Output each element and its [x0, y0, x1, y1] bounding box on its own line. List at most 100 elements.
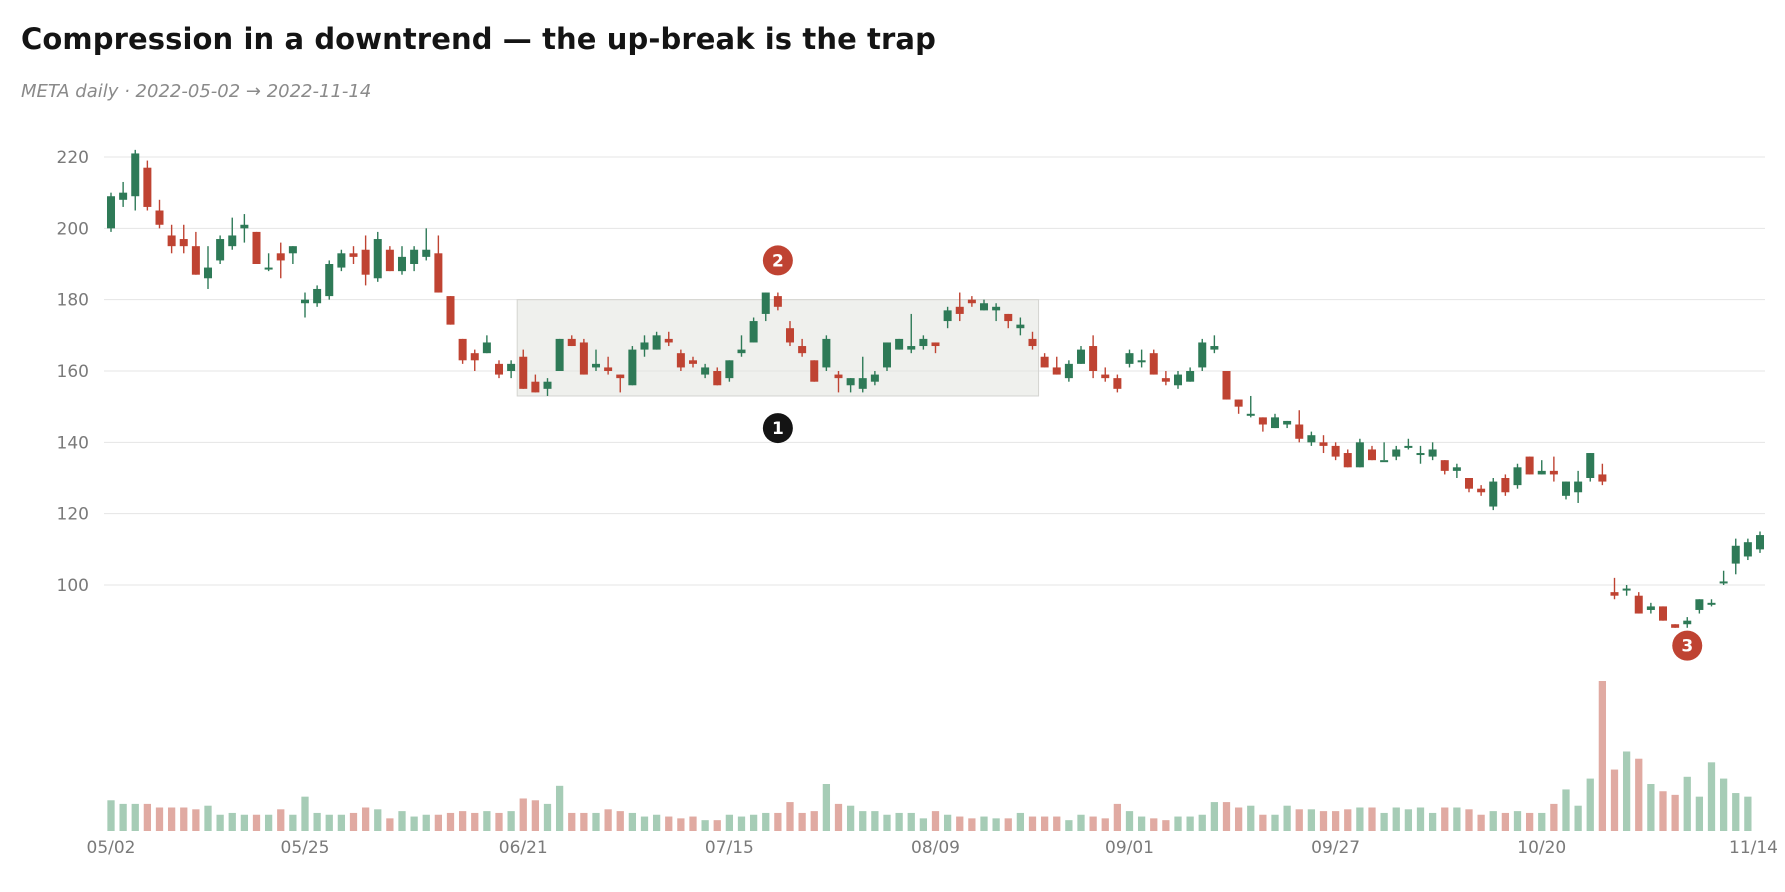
candle-body — [1137, 360, 1146, 363]
chart-subtitle: META daily · 2022-05-02 → 2022-11-14 — [21, 81, 372, 102]
candle-body — [422, 249, 431, 257]
volume-bar — [616, 811, 624, 831]
volume-bar — [277, 809, 285, 831]
candle-body — [1089, 346, 1098, 371]
volume-bar — [1707, 762, 1716, 831]
volume-bar — [1392, 807, 1400, 831]
volume-bar — [1186, 816, 1194, 831]
volume-bar — [1683, 776, 1691, 831]
candle-body — [410, 249, 419, 264]
candle-body — [1149, 353, 1158, 375]
volume-bar — [1247, 805, 1255, 831]
candle-body — [749, 321, 758, 343]
volume-bar — [1174, 816, 1182, 831]
candle-body — [919, 338, 928, 347]
volume-bar — [677, 818, 685, 831]
volume-bar — [471, 812, 479, 831]
candle-body — [652, 335, 661, 350]
x-tick-label: 06/21 — [499, 838, 548, 858]
volume-bar — [1319, 811, 1328, 831]
volume-bar — [701, 820, 709, 831]
candle-body — [1052, 367, 1061, 375]
volume-bar — [907, 812, 915, 831]
candle-body — [519, 356, 528, 389]
candle-body — [179, 239, 188, 247]
candle-body — [507, 363, 516, 371]
candle-body — [713, 371, 722, 386]
volume-bar — [871, 811, 879, 831]
volume-bar — [434, 814, 443, 831]
candle-body — [1452, 467, 1461, 471]
volume-bar — [531, 800, 540, 831]
volume-bar — [1562, 789, 1570, 831]
volume-bar — [301, 796, 309, 831]
candle-body — [1731, 545, 1740, 564]
candle-body — [252, 231, 261, 264]
x-tick-label: 10/20 — [1517, 838, 1566, 858]
volume-bar — [931, 811, 940, 831]
candle-body — [228, 235, 237, 247]
candle-body — [373, 239, 382, 279]
volume-bar — [507, 811, 515, 831]
volume-bar — [1428, 812, 1437, 831]
volume-bar — [1137, 816, 1146, 831]
annotation-label: 2 — [772, 251, 784, 271]
y-tick-label: 220 — [57, 148, 89, 168]
candle-body — [446, 296, 455, 325]
candle-body — [1222, 371, 1231, 400]
candle-body — [276, 253, 285, 261]
candle-body — [1125, 353, 1134, 364]
candle-body — [1380, 460, 1389, 463]
volume-bar — [956, 816, 964, 831]
candle-body — [1258, 417, 1267, 425]
volume-bar — [483, 811, 491, 831]
volume-bar — [349, 812, 358, 831]
candle-body — [1489, 481, 1498, 507]
volume-bar — [1162, 820, 1170, 831]
candle-body — [434, 253, 443, 293]
candle-body — [1113, 378, 1122, 389]
volume-bar — [216, 814, 224, 831]
volume-bar — [1259, 814, 1267, 831]
candle-body — [131, 153, 140, 197]
candle-body — [1064, 363, 1073, 379]
candle-body — [1161, 378, 1170, 382]
candle-body — [628, 349, 637, 386]
y-tick-label: 100 — [57, 576, 89, 596]
volume-bar — [1040, 816, 1049, 831]
volume-bar — [325, 814, 333, 831]
volume-bar — [1598, 681, 1607, 831]
candle-body — [1210, 346, 1219, 350]
chart-title: Compression in a downtrend — the up-brea… — [21, 22, 936, 56]
volume-bar — [1489, 811, 1497, 831]
candle-body — [1464, 478, 1474, 489]
candle-body — [143, 167, 152, 207]
y-tick-label: 140 — [57, 433, 89, 453]
candle-body — [385, 249, 394, 272]
volume-bar — [386, 818, 394, 831]
candle-body — [846, 378, 855, 386]
volume-bar — [1695, 796, 1704, 831]
candle-body — [979, 303, 989, 311]
candle-body — [1392, 449, 1401, 457]
candle-body — [1367, 449, 1377, 461]
volume-bar — [1453, 807, 1461, 831]
candle-body — [616, 374, 625, 379]
candle-body — [664, 338, 673, 343]
candle-body — [203, 267, 213, 279]
volume-bar — [1441, 807, 1449, 831]
volume-bar — [1222, 802, 1231, 831]
volume-bar — [1053, 816, 1061, 831]
volume-bar — [458, 811, 467, 831]
volume-bar — [1368, 807, 1376, 831]
candle-body — [1198, 342, 1207, 368]
candle-body — [1040, 356, 1049, 368]
volume-bar — [1113, 803, 1122, 831]
candle-body — [810, 360, 819, 382]
candle-body — [567, 338, 576, 347]
x-tick-label: 09/27 — [1311, 838, 1360, 858]
candle-body — [482, 342, 491, 354]
volume-bar — [628, 812, 637, 831]
volume-bar — [1550, 803, 1558, 831]
volume-bar — [834, 803, 843, 831]
